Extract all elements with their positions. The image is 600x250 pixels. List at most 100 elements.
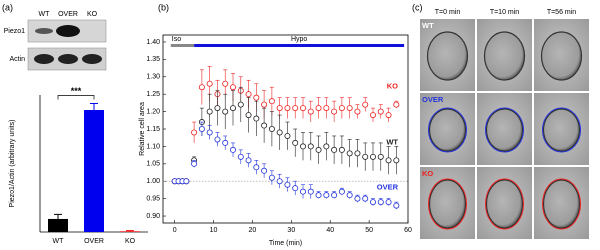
- data-point: [323, 143, 330, 150]
- cell: [485, 108, 524, 152]
- x-tick-label: WT: [53, 238, 65, 245]
- data-point: [292, 185, 299, 192]
- data-point: [276, 178, 283, 185]
- cell: [485, 179, 524, 229]
- lane-label: WT: [39, 11, 51, 18]
- y-tick-label: 1.30: [146, 74, 160, 81]
- data-point: [214, 136, 221, 143]
- lane-label: KO: [87, 11, 98, 18]
- column-label: T=56 min: [547, 9, 576, 16]
- data-point: [245, 157, 252, 164]
- cell-outline: [485, 107, 524, 153]
- bar: [48, 218, 68, 232]
- data-point: [331, 192, 338, 199]
- bar: [84, 110, 104, 232]
- y-tick-label: 0.90: [146, 213, 160, 220]
- data-point: [338, 146, 345, 153]
- data-point: [346, 192, 353, 199]
- panel-label: (b): [158, 2, 169, 12]
- data-point: [346, 105, 353, 112]
- protocol-label: Iso: [172, 36, 181, 43]
- data-point: [222, 139, 229, 146]
- data-point: [338, 188, 345, 195]
- row-label: KO: [422, 169, 433, 178]
- data-point: [369, 153, 376, 160]
- cell-outline: [542, 107, 581, 153]
- y-tick-label: 1.25: [146, 91, 160, 98]
- significance-bracket: [57, 95, 95, 100]
- row-label: OVER: [422, 95, 444, 104]
- blot-band: [58, 54, 78, 64]
- significance-label: ***: [71, 86, 82, 96]
- data-point: [237, 153, 244, 160]
- data-point: [261, 167, 268, 174]
- panel-label: (c): [412, 2, 423, 12]
- protocol-bar: [194, 44, 405, 47]
- data-point: [369, 112, 376, 119]
- data-point: [385, 112, 392, 119]
- series-label: KO: [387, 82, 398, 91]
- data-point: [214, 105, 221, 112]
- data-point: [315, 146, 322, 153]
- data-point: [253, 94, 260, 101]
- data-point: [183, 178, 190, 185]
- protocol-label: Hypo: [291, 36, 307, 43]
- data-point: [369, 199, 376, 206]
- series-label: OVER: [377, 183, 399, 192]
- x-tick-label: 10: [210, 227, 218, 234]
- data-point: [191, 160, 198, 167]
- data-point: [292, 139, 299, 146]
- data-point: [276, 129, 283, 136]
- data-point: [354, 108, 361, 115]
- data-point: [222, 108, 229, 115]
- data-point: [284, 105, 291, 112]
- data-point: [338, 105, 345, 112]
- data-point: [261, 122, 268, 129]
- blot-band: [56, 25, 80, 37]
- row-label: WT: [422, 21, 434, 30]
- data-point: [323, 192, 330, 199]
- series-label: WT: [386, 137, 398, 146]
- data-point: [268, 126, 275, 133]
- y-tick-label: 1.35: [146, 56, 160, 63]
- data-point: [377, 153, 384, 160]
- data-point: [229, 84, 236, 91]
- row-label: Actin: [9, 56, 25, 63]
- data-point: [331, 146, 338, 153]
- x-tick-label: OVER: [84, 238, 104, 245]
- cell: [542, 108, 581, 152]
- x-tick-label: 60: [404, 227, 412, 234]
- x-tick-label: 50: [365, 227, 373, 234]
- lane-label: OVER: [58, 11, 78, 18]
- cell-outline: [485, 178, 524, 230]
- data-point: [206, 80, 213, 87]
- data-point: [284, 181, 291, 188]
- data-point: [222, 80, 229, 87]
- data-point: [292, 105, 299, 112]
- y-tick-label: 1.15: [146, 126, 160, 133]
- panel-label: (a): [2, 2, 13, 12]
- y-tick-label: 1.10: [146, 143, 160, 150]
- cell: [483, 31, 526, 81]
- cell-outline: [428, 107, 467, 153]
- data-point: [237, 101, 244, 108]
- cell-outline: [542, 178, 581, 230]
- x-tick-label: 40: [326, 227, 334, 234]
- cell: [542, 179, 581, 229]
- data-point: [307, 108, 314, 115]
- data-point: [362, 195, 369, 202]
- data-point: [245, 112, 252, 119]
- data-point: [245, 91, 252, 98]
- y-tick-label: 1.40: [146, 39, 160, 46]
- data-point: [229, 146, 236, 153]
- y-tick-label: 1.05: [146, 161, 160, 168]
- data-point: [206, 108, 213, 115]
- data-point: [354, 195, 361, 202]
- data-point: [268, 174, 275, 181]
- data-point: [362, 153, 369, 160]
- data-point: [377, 199, 384, 206]
- data-point: [385, 157, 392, 164]
- x-tick-label: KO: [125, 238, 136, 245]
- data-point: [315, 192, 322, 199]
